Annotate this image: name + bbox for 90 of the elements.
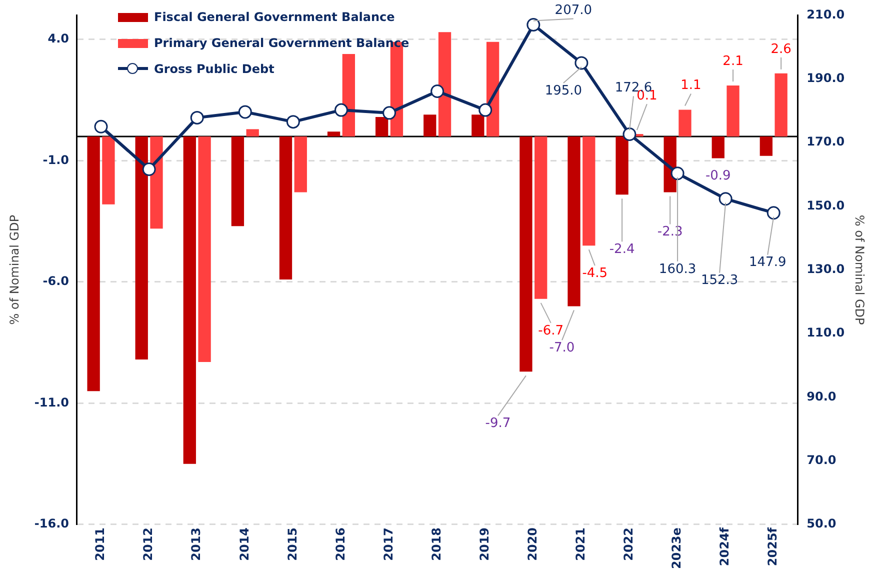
data-label: -2.3 (657, 224, 683, 240)
bar (424, 114, 436, 136)
bar (231, 136, 244, 226)
bar (678, 110, 692, 136)
y-tick-label: -11.0 (34, 395, 69, 410)
data-label: 207.0 (554, 3, 592, 18)
data-label: -2.4 (609, 242, 635, 258)
bar (726, 86, 740, 136)
y2-tick-label: 50.0 (806, 516, 836, 531)
y2-tick-label: 190.0 (806, 70, 845, 85)
x-tick-label: 2024f (718, 526, 732, 566)
data-label: -7.0 (549, 340, 575, 356)
point (94, 120, 108, 134)
y2-tick-label: 210.0 (806, 7, 845, 22)
point (622, 127, 636, 141)
data-label: 160.3 (658, 262, 696, 277)
x-tick-label: 2016 (333, 527, 348, 561)
point (190, 110, 204, 124)
x-tick-label: 2011 (93, 527, 108, 561)
x-tick-label: 2019 (477, 527, 492, 561)
point (430, 84, 444, 98)
data-label: -4.5 (582, 266, 608, 281)
bar (616, 136, 628, 195)
bar (150, 136, 163, 229)
x-tick-label: 2022 (622, 527, 636, 561)
legend-label: Primary General Government Balance (154, 36, 410, 50)
bar (102, 136, 115, 204)
point (718, 192, 732, 206)
data-label: 1.1 (680, 78, 702, 94)
bar (760, 136, 773, 156)
x-tick-label: 2013 (189, 527, 204, 561)
x-tick-label: 2020 (526, 527, 540, 561)
y-tick-label: 4.0 (48, 32, 69, 46)
point (142, 162, 156, 176)
point (238, 105, 252, 119)
bar (520, 136, 532, 372)
bar (183, 136, 196, 464)
data-label: 147.9 (749, 255, 786, 270)
x-tick-label: 2025f (766, 526, 780, 566)
x-tick-label: 2015 (285, 527, 300, 561)
point (382, 106, 396, 120)
y2-tick-label: 110.0 (806, 326, 845, 340)
bar (472, 114, 484, 136)
y-tick-label: -6.0 (42, 274, 69, 288)
data-label: 2.6 (770, 42, 792, 57)
point (334, 103, 348, 117)
bar (568, 136, 580, 306)
data-label: -9.7 (485, 416, 511, 432)
point (526, 18, 540, 32)
y-tick-label: -1.0 (42, 152, 69, 167)
bar (534, 136, 548, 299)
bar (279, 136, 292, 280)
bar (327, 132, 340, 136)
data-label: -6.7 (538, 323, 564, 338)
data-label: 2.1 (722, 54, 744, 69)
y-tick-label: -16.0 (34, 516, 69, 531)
y-axis-title: % of Nominal GDP (7, 214, 22, 325)
bar (135, 136, 148, 360)
bar (712, 136, 724, 158)
point (574, 56, 588, 70)
y2-tick-label: 170.0 (806, 134, 845, 149)
bar (198, 136, 211, 362)
legend-label: Fiscal General Government Balance (154, 10, 395, 24)
legend-label: Gross Public Debt (154, 62, 274, 76)
data-label: -0.9 (705, 168, 731, 184)
x-tick-label: 2023e (670, 527, 684, 570)
y2-tick-label: 130.0 (806, 262, 845, 276)
x-tick-label: 2014 (237, 527, 252, 561)
y2-axis-title: % of Nominal GDP (852, 214, 867, 325)
data-label: 195.0 (544, 83, 582, 98)
point (670, 166, 684, 180)
x-tick-label: 2012 (141, 527, 156, 561)
point (478, 103, 492, 117)
data-label: 152.3 (700, 273, 738, 288)
bar (375, 117, 388, 136)
y2-tick-label: 70.0 (806, 452, 836, 467)
bar (774, 73, 788, 136)
bar (582, 136, 596, 246)
point (286, 115, 300, 129)
point (766, 206, 780, 220)
bar (246, 129, 259, 136)
x-tick-label: 2021 (574, 527, 588, 561)
bar (294, 136, 307, 192)
bar (438, 32, 452, 136)
x-tick-label: 2018 (429, 527, 444, 561)
bar (87, 136, 100, 392)
bar (342, 54, 356, 136)
y2-tick-label: 150.0 (806, 198, 845, 212)
y2-tick-label: 90.0 (806, 389, 836, 404)
x-tick-label: 2017 (381, 527, 396, 561)
